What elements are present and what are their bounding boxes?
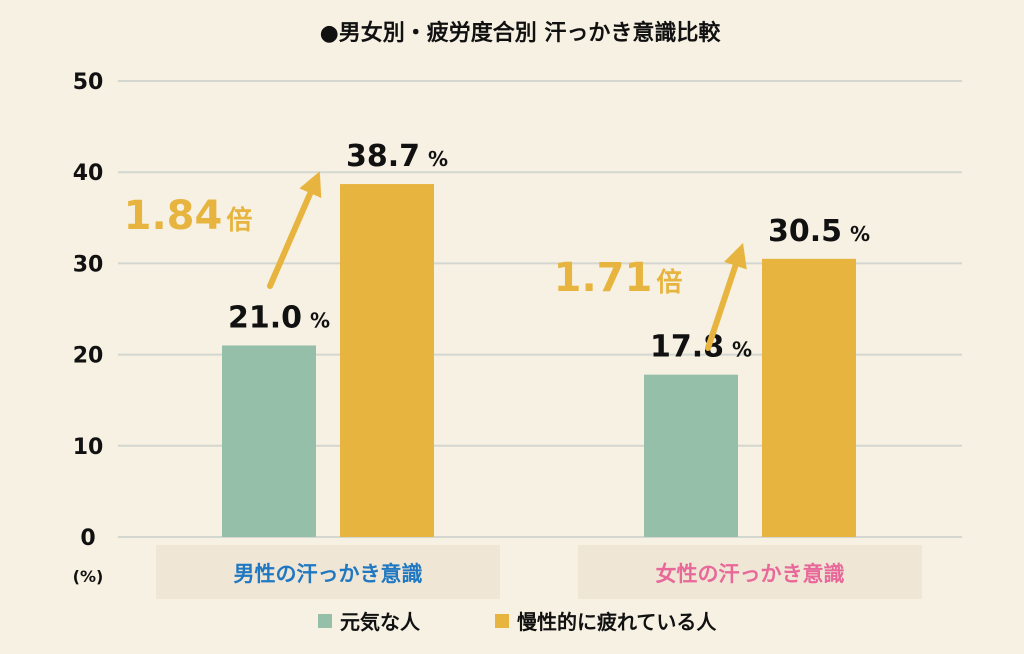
- bar: [222, 345, 316, 537]
- y-tick-label: 50: [73, 70, 104, 95]
- value-label: 17.8%: [650, 330, 752, 365]
- y-tick-label: 30: [73, 252, 104, 277]
- legend-swatch: [318, 614, 332, 628]
- ratio-annotations: 1.84 倍 1.71 倍: [124, 171, 747, 351]
- bar: [644, 374, 738, 537]
- ratio-arrow: [267, 171, 322, 289]
- bar: [340, 184, 434, 537]
- y-tick-label: 20: [73, 344, 104, 369]
- category-label-backgrounds: [156, 545, 922, 599]
- value-label: 38.7%: [346, 139, 448, 174]
- category-label-bg: [156, 545, 500, 599]
- chart-title: ●男女別・疲労度合別 汗っかき意識比較: [320, 20, 722, 46]
- category-label: 男性の汗っかき意識: [234, 562, 423, 586]
- ratio-label: 1.71 倍: [554, 255, 683, 301]
- y-axis-unit: (%): [73, 567, 104, 586]
- bar: [762, 258, 856, 537]
- ratio-arrow: [705, 242, 747, 351]
- ratio-label: 1.84 倍: [124, 193, 253, 239]
- legend: 元気な人 慢性的に疲れている人: [318, 610, 717, 634]
- legend-label: 元気な人: [340, 610, 421, 634]
- value-labels: 21.0 % 38.7 % 17.8 % 30.5%: [228, 139, 870, 365]
- legend-label: 慢性的に疲れている人: [517, 610, 717, 634]
- value-label: 30.5%: [768, 214, 870, 249]
- y-axis: 0 10 20 30 40 50: [73, 70, 104, 551]
- legend-swatch: [495, 614, 509, 628]
- category-labels: 男性の汗っかき意識 女性の汗っかき意識: [234, 562, 845, 586]
- y-tick-label: 0: [80, 526, 95, 551]
- category-label: 女性の汗っかき意識: [656, 562, 845, 586]
- y-tick-label: 10: [73, 435, 104, 460]
- value-label: 21.0%: [228, 300, 330, 335]
- y-tick-label: 40: [73, 161, 104, 186]
- category-label-bg: [578, 545, 922, 599]
- bars: [222, 184, 856, 537]
